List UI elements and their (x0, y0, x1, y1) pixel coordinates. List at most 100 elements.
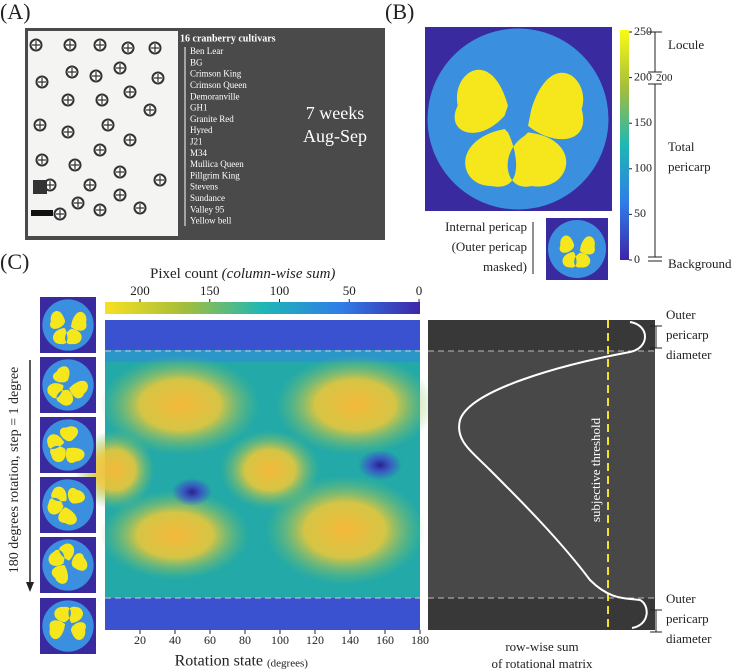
panel-label: (A) (0, 0, 31, 24)
tick-label: 50 (634, 206, 646, 220)
y-label: 180 degrees rotation, step = 1 degree (7, 367, 22, 574)
bracket-label: pericarp (668, 159, 711, 174)
rotation-matrix (75, 320, 435, 630)
x-tick-label: 100 (271, 633, 289, 647)
x-tick-label: 140 (341, 633, 359, 647)
tick-label: 250 (634, 24, 652, 38)
cultivar: Sundance (190, 193, 225, 203)
berry (98, 96, 106, 104)
tick-label: 100 (270, 283, 290, 298)
x-tick-label: 120 (306, 633, 324, 647)
berry (116, 64, 124, 72)
period: Aug-Sep (303, 126, 367, 146)
bracket-label: Locule (668, 37, 704, 52)
tick-label: 100 (634, 161, 652, 175)
tick-label: 0 (634, 252, 640, 266)
cultivar: GH1 (190, 103, 208, 113)
outer-label: Outer (666, 591, 696, 606)
cultivar: Hyred (190, 125, 213, 135)
berry-scan (29, 38, 167, 221)
berry (92, 72, 100, 80)
x-tick-label: 180 (411, 633, 429, 647)
outer-label: diameter (666, 347, 712, 362)
row-profile (428, 320, 655, 630)
tick-label: 200 (130, 283, 150, 298)
caption: of rotational matrix (491, 656, 593, 671)
berry (126, 136, 134, 144)
cultivar: Crimson King (190, 69, 242, 79)
colorbar-title-note: (column-wise sum) (222, 266, 336, 282)
berry (146, 106, 154, 114)
berry (32, 41, 40, 49)
tick-label: 50 (343, 283, 356, 298)
cultivar: Mullica Queen (190, 159, 244, 169)
berry (116, 191, 124, 199)
x-tick-label: 60 (204, 633, 216, 647)
tick-label: 150 (200, 283, 220, 298)
berry (116, 168, 124, 176)
berry (86, 181, 94, 189)
period: 7 weeks (306, 103, 364, 123)
berry (96, 206, 104, 214)
cultivar: Valley 95 (190, 204, 225, 214)
berry (104, 121, 112, 129)
cultivar: BG (190, 57, 203, 67)
berry (64, 96, 72, 104)
outer-label: pericarp (666, 611, 709, 626)
berry (126, 88, 134, 96)
x-tick-label: 40 (169, 633, 181, 647)
berry (38, 156, 46, 164)
outer-label: pericarp (666, 327, 709, 342)
berry (38, 78, 46, 86)
x-label-unit: (degrees) (267, 658, 308, 670)
berry (68, 68, 76, 76)
colorbar (105, 302, 420, 314)
caption: row-wise sum (505, 639, 578, 654)
berry (74, 199, 82, 207)
inset-berry (552, 224, 602, 274)
cultivar: M34 (190, 148, 208, 158)
berry (124, 44, 132, 52)
berry (36, 121, 44, 129)
x-tick-label: 20 (134, 633, 146, 647)
berry (151, 44, 159, 52)
panel-label: (B) (385, 0, 414, 24)
bracket-label: Background (668, 256, 732, 271)
threshold-label: subjective threshold (588, 417, 603, 522)
cultivar: Demoranville (190, 91, 239, 101)
panel-label: (C) (0, 249, 29, 274)
berry (156, 176, 164, 184)
bracket-label: Total (668, 139, 695, 154)
berry (66, 41, 74, 49)
outer-label: Outer (666, 307, 696, 322)
berry (46, 181, 54, 189)
berry (96, 146, 104, 154)
cultivar: Stevens (190, 182, 218, 192)
scale-bar (31, 210, 53, 216)
cultivar: Pillgrim King (190, 170, 240, 180)
cultivar: Ben Lear (190, 46, 223, 56)
colorbar-title: Pixel count (column-wise sum) (150, 266, 335, 282)
colorbar (620, 30, 629, 260)
caption: masked) (483, 259, 527, 274)
segmented-berry (427, 28, 609, 210)
caption: Internal pericap (445, 219, 527, 234)
rotation-thumbnails (32, 297, 104, 654)
tick-label: 150 (634, 115, 652, 129)
berry (136, 204, 144, 212)
caption: (Outer pericap (452, 239, 527, 254)
outer-label: diameter (666, 631, 712, 646)
berry (71, 161, 79, 169)
tick-label: 0 (416, 283, 423, 298)
heading: 16 cranberry cultivars (180, 33, 276, 44)
x-label: Rotation state (175, 653, 263, 670)
x-tick-label: 160 (376, 633, 394, 647)
cultivar: Crimson Queen (190, 80, 247, 90)
berry (154, 74, 162, 82)
boundary-label: 200 (656, 72, 673, 84)
cultivar: J21 (190, 136, 203, 146)
cultivar: Yellow bell (190, 216, 232, 226)
bracket (650, 609, 662, 633)
berry (64, 128, 72, 136)
